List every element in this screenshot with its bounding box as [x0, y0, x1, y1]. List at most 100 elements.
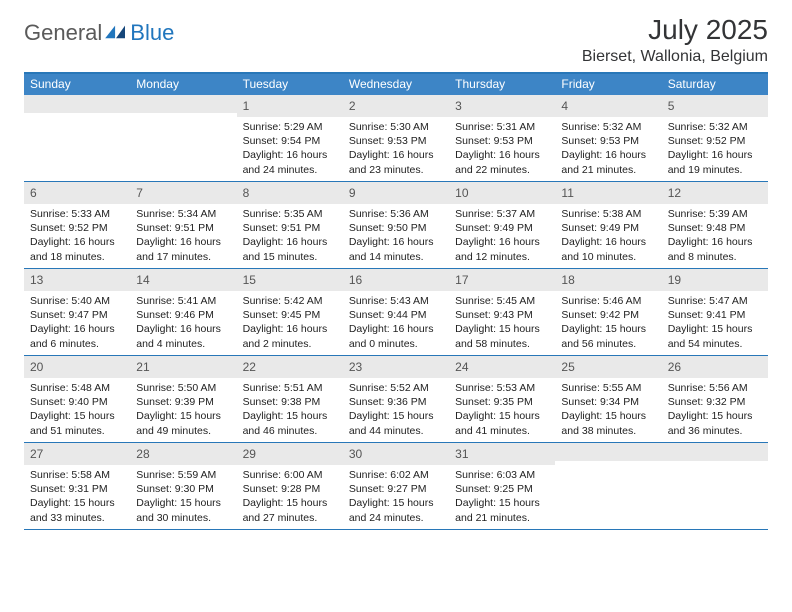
cell-body — [24, 113, 130, 116]
sunset-text: Sunset: 9:40 PM — [30, 395, 124, 409]
cell-body: Sunrise: 5:45 AMSunset: 9:43 PMDaylight:… — [449, 291, 555, 351]
calendar-cell: 8 Sunrise: 5:35 AMSunset: 9:51 PMDaylight… — [237, 182, 343, 268]
calendar-cell: 5Sunrise: 5:32 AMSunset: 9:52 PMDaylight… — [662, 95, 768, 181]
sunset-text: Sunset: 9:44 PM — [349, 308, 443, 322]
sunrise-text: Sunrise: 5:42 AM — [243, 294, 337, 308]
sunrise-text: Sunrise: 5:29 AM — [243, 120, 337, 134]
day-number-row: 19 — [662, 269, 768, 291]
cell-body: Sunrise: 5:46 AMSunset: 9:42 PMDaylight:… — [555, 291, 661, 351]
sunrise-text: Sunrise: 5:56 AM — [668, 381, 762, 395]
calendar-cell-empty — [130, 95, 236, 181]
day-number: 8 — [243, 186, 250, 200]
sunset-text: Sunset: 9:49 PM — [455, 221, 549, 235]
calendar-week-row: 1Sunrise: 5:29 AMSunset: 9:54 PMDaylight… — [24, 95, 768, 182]
day-number-row: 1 — [237, 95, 343, 117]
sunrise-text: Sunrise: 5:45 AM — [455, 294, 549, 308]
calendar-cell: 26Sunrise: 5:56 AMSunset: 9:32 PMDayligh… — [662, 356, 768, 442]
sunrise-text: Sunrise: 5:47 AM — [668, 294, 762, 308]
day-number-row: 26 — [662, 356, 768, 378]
calendar-grid: Sunday Monday Tuesday Wednesday Thursday… — [24, 72, 768, 530]
calendar-cell: 2Sunrise: 5:30 AMSunset: 9:53 PMDaylight… — [343, 95, 449, 181]
sunrise-text: Sunrise: 5:58 AM — [30, 468, 124, 482]
day-number: 18 — [561, 273, 574, 287]
day-number: 21 — [136, 360, 149, 374]
cell-body: Sunrise: 6:03 AMSunset: 9:25 PMDaylight:… — [449, 465, 555, 525]
day-number: 23 — [349, 360, 362, 374]
calendar-cell: 3Sunrise: 5:31 AMSunset: 9:53 PMDaylight… — [449, 95, 555, 181]
cell-body — [130, 113, 236, 116]
sunrise-text: Sunrise: 5:50 AM — [136, 381, 230, 395]
daylight-text: Daylight: 16 hours and 8 minutes. — [668, 235, 762, 263]
calendar-week-row: 20Sunrise: 5:48 AMSunset: 9:40 PMDayligh… — [24, 356, 768, 443]
weekday-header: Monday — [130, 74, 236, 95]
day-number: 30 — [349, 447, 362, 461]
calendar-cell: 20Sunrise: 5:48 AMSunset: 9:40 PMDayligh… — [24, 356, 130, 442]
sunrise-text: Sunrise: 5:37 AM — [455, 207, 549, 221]
daylight-text: Daylight: 16 hours and 21 minutes. — [561, 148, 655, 176]
daylight-text: Daylight: 15 hours and 33 minutes. — [30, 496, 124, 524]
calendar-cell: 1Sunrise: 5:29 AMSunset: 9:54 PMDaylight… — [237, 95, 343, 181]
calendar-cell: 6Sunrise: 5:33 AMSunset: 9:52 PMDaylight… — [24, 182, 130, 268]
calendar-week-row: 27 Sunrise: 5:58 AMSunset: 9:31 PMDayligh… — [24, 443, 768, 530]
day-number-row — [130, 95, 236, 113]
daylight-text: Daylight: 16 hours and 14 minutes. — [349, 235, 443, 263]
sunset-text: Sunset: 9:41 PM — [668, 308, 762, 322]
calendar-cell: 24Sunrise: 5:53 AMSunset: 9:35 PMDayligh… — [449, 356, 555, 442]
day-number-row: 8 — [237, 182, 343, 204]
daylight-text: Daylight: 16 hours and 17 minutes. — [136, 235, 230, 263]
location-label: Bierset, Wallonia, Belgium — [582, 48, 768, 66]
daylight-text: Daylight: 15 hours and 49 minutes. — [136, 409, 230, 437]
sunset-text: Sunset: 9:42 PM — [561, 308, 655, 322]
day-number: 11 — [561, 186, 573, 200]
sunrise-text: Sunrise: 5:35 AM — [243, 207, 337, 221]
sunrise-text: Sunrise: 5:40 AM — [30, 294, 124, 308]
day-number: 27 — [30, 447, 43, 461]
sunrise-text: Sunrise: 5:51 AM — [243, 381, 337, 395]
day-number-row: 2 — [343, 95, 449, 117]
day-number: 12 — [668, 186, 681, 200]
sunrise-text: Sunrise: 6:03 AM — [455, 468, 549, 482]
sunset-text: Sunset: 9:53 PM — [349, 134, 443, 148]
cell-body: Sunrise: 5:38 AMSunset: 9:49 PMDaylight:… — [555, 204, 661, 264]
day-number-row: 9 — [343, 182, 449, 204]
sunrise-text: Sunrise: 5:38 AM — [561, 207, 655, 221]
calendar-cell: 7Sunrise: 5:34 AMSunset: 9:51 PMDaylight… — [130, 182, 236, 268]
day-number: 6 — [30, 186, 37, 200]
calendar-cell: 15Sunrise: 5:42 AMSunset: 9:45 PMDayligh… — [237, 269, 343, 355]
sunset-text: Sunset: 9:39 PM — [136, 395, 230, 409]
weekday-header: Wednesday — [343, 74, 449, 95]
day-number-row: 24 — [449, 356, 555, 378]
day-number: 9 — [349, 186, 356, 200]
logo-text-general: General — [24, 20, 102, 46]
cell-body: Sunrise: 5:52 AMSunset: 9:36 PMDaylight:… — [343, 378, 449, 438]
sunrise-text: Sunrise: 6:00 AM — [243, 468, 337, 482]
cell-body: Sunrise: 5:58 AMSunset: 9:31 PMDaylight:… — [24, 465, 130, 525]
calendar-cell: 18 Sunrise: 5:46 AMSunset: 9:42 PMDayligh… — [555, 269, 661, 355]
sunrise-text: Sunrise: 5:39 AM — [668, 207, 762, 221]
calendar-cell: 22Sunrise: 5:51 AMSunset: 9:38 PMDayligh… — [237, 356, 343, 442]
daylight-text: Daylight: 16 hours and 0 minutes. — [349, 322, 443, 350]
cell-body — [555, 461, 661, 464]
day-number: 5 — [668, 99, 675, 113]
daylight-text: Daylight: 15 hours and 21 minutes. — [455, 496, 549, 524]
weekday-header-row: Sunday Monday Tuesday Wednesday Thursday… — [24, 74, 768, 95]
day-number-row: 25 — [555, 356, 661, 378]
calendar-cell: 10Sunrise: 5:37 AMSunset: 9:49 PMDayligh… — [449, 182, 555, 268]
daylight-text: Daylight: 16 hours and 2 minutes. — [243, 322, 337, 350]
day-number: 28 — [136, 447, 149, 461]
sunrise-text: Sunrise: 5:48 AM — [30, 381, 124, 395]
day-number-row: 28 — [130, 443, 236, 465]
calendar-cell: 17Sunrise: 5:45 AMSunset: 9:43 PMDayligh… — [449, 269, 555, 355]
sunset-text: Sunset: 9:49 PM — [561, 221, 655, 235]
day-number: 24 — [455, 360, 468, 374]
cell-body: Sunrise: 5:29 AMSunset: 9:54 PMDaylight:… — [237, 117, 343, 177]
calendar-cell: 19Sunrise: 5:47 AMSunset: 9:41 PMDayligh… — [662, 269, 768, 355]
cell-body: Sunrise: 5:59 AMSunset: 9:30 PMDaylight:… — [130, 465, 236, 525]
cell-body: Sunrise: 5:35 AMSunset: 9:51 PMDaylight:… — [237, 204, 343, 264]
sunrise-text: Sunrise: 5:34 AM — [136, 207, 230, 221]
cell-body: Sunrise: 5:34 AMSunset: 9:51 PMDaylight:… — [130, 204, 236, 264]
sunrise-text: Sunrise: 5:33 AM — [30, 207, 124, 221]
cell-body: Sunrise: 5:47 AMSunset: 9:41 PMDaylight:… — [662, 291, 768, 351]
day-number-row: 10 — [449, 182, 555, 204]
day-number: 15 — [243, 273, 256, 287]
